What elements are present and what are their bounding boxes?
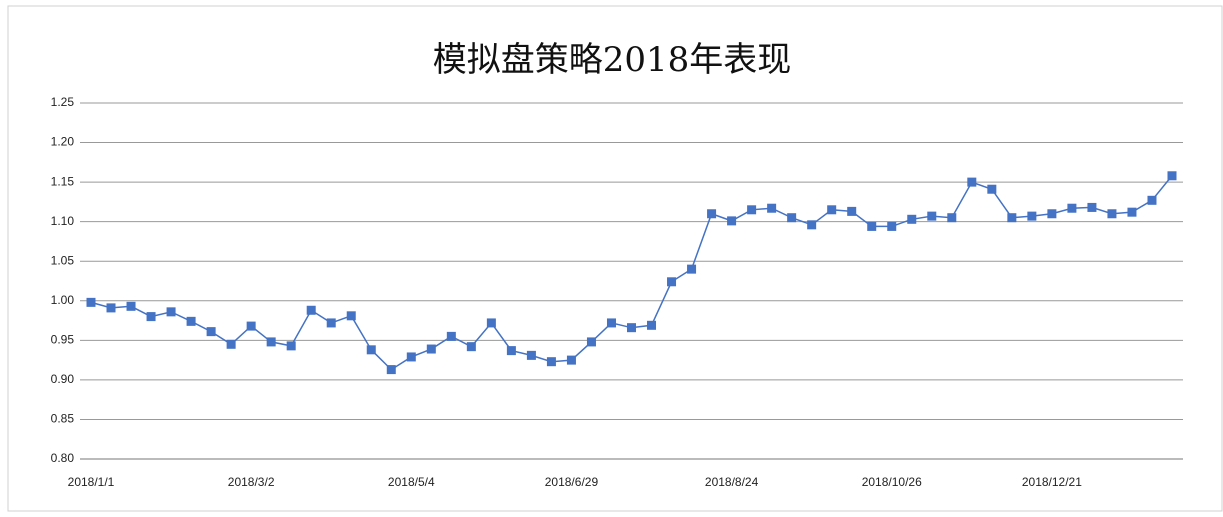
point <box>1167 171 1177 181</box>
point <box>126 301 136 311</box>
y-tick-label: 1.20 <box>51 135 75 149</box>
chart-title: 模拟盘策略2018年表现 <box>433 40 792 80</box>
point <box>1107 209 1117 219</box>
point <box>326 318 336 328</box>
point <box>687 264 697 274</box>
point <box>667 277 677 287</box>
chart-frame <box>7 5 1223 512</box>
y-tick-label: 0.80 <box>51 451 75 465</box>
point <box>907 214 917 224</box>
point <box>867 221 877 231</box>
point <box>787 213 797 223</box>
y-tick-label: 0.90 <box>51 372 75 386</box>
point <box>246 321 256 331</box>
point <box>406 352 416 362</box>
point <box>506 346 516 356</box>
y-tick-label: 0.95 <box>51 333 75 347</box>
point <box>286 341 296 351</box>
point <box>86 297 96 307</box>
point <box>767 203 777 213</box>
point <box>967 177 977 187</box>
point <box>927 211 937 221</box>
point <box>446 331 456 341</box>
point <box>1067 203 1077 213</box>
point <box>426 344 436 354</box>
point <box>466 342 476 352</box>
point <box>206 327 216 337</box>
point <box>747 205 757 215</box>
point <box>807 220 817 230</box>
point <box>546 357 556 367</box>
point <box>1147 195 1157 205</box>
x-tick-label: 2018/6/29 <box>545 475 599 489</box>
point <box>1007 213 1017 223</box>
point <box>386 365 396 375</box>
point <box>707 209 717 219</box>
point <box>106 303 116 313</box>
point <box>647 320 657 330</box>
point <box>1047 209 1057 219</box>
point <box>366 345 376 355</box>
point <box>526 350 536 360</box>
point <box>1087 202 1097 212</box>
point <box>1127 207 1137 217</box>
point <box>727 216 737 226</box>
point <box>606 318 616 328</box>
point <box>566 355 576 365</box>
point <box>827 205 837 215</box>
x-tick-label: 2018/3/2 <box>228 475 275 489</box>
point <box>266 337 276 347</box>
point <box>166 307 176 317</box>
y-tick-label: 0.85 <box>51 412 75 426</box>
y-tick-label: 1.10 <box>51 214 75 228</box>
point <box>186 316 196 326</box>
point <box>627 323 636 333</box>
point <box>947 213 957 223</box>
point <box>486 318 496 328</box>
x-tick-label: 2018/12/21 <box>1022 475 1082 489</box>
point <box>306 305 316 315</box>
point <box>586 337 596 347</box>
point <box>1027 211 1037 221</box>
y-tick-label: 1.25 <box>51 95 75 109</box>
point <box>847 206 857 216</box>
x-tick-label: 2018/10/26 <box>862 475 922 489</box>
y-tick-label: 1.05 <box>51 253 75 267</box>
x-tick-label: 2018/5/4 <box>388 475 435 489</box>
point <box>146 312 156 322</box>
y-tick-label: 1.15 <box>51 174 75 188</box>
point <box>346 311 356 321</box>
x-tick-label: 2018/1/1 <box>68 475 115 489</box>
x-tick-label: 2018/8/24 <box>705 475 759 489</box>
point <box>226 339 236 349</box>
point <box>887 221 897 231</box>
point <box>987 184 997 194</box>
y-tick-label: 1.00 <box>51 293 75 307</box>
